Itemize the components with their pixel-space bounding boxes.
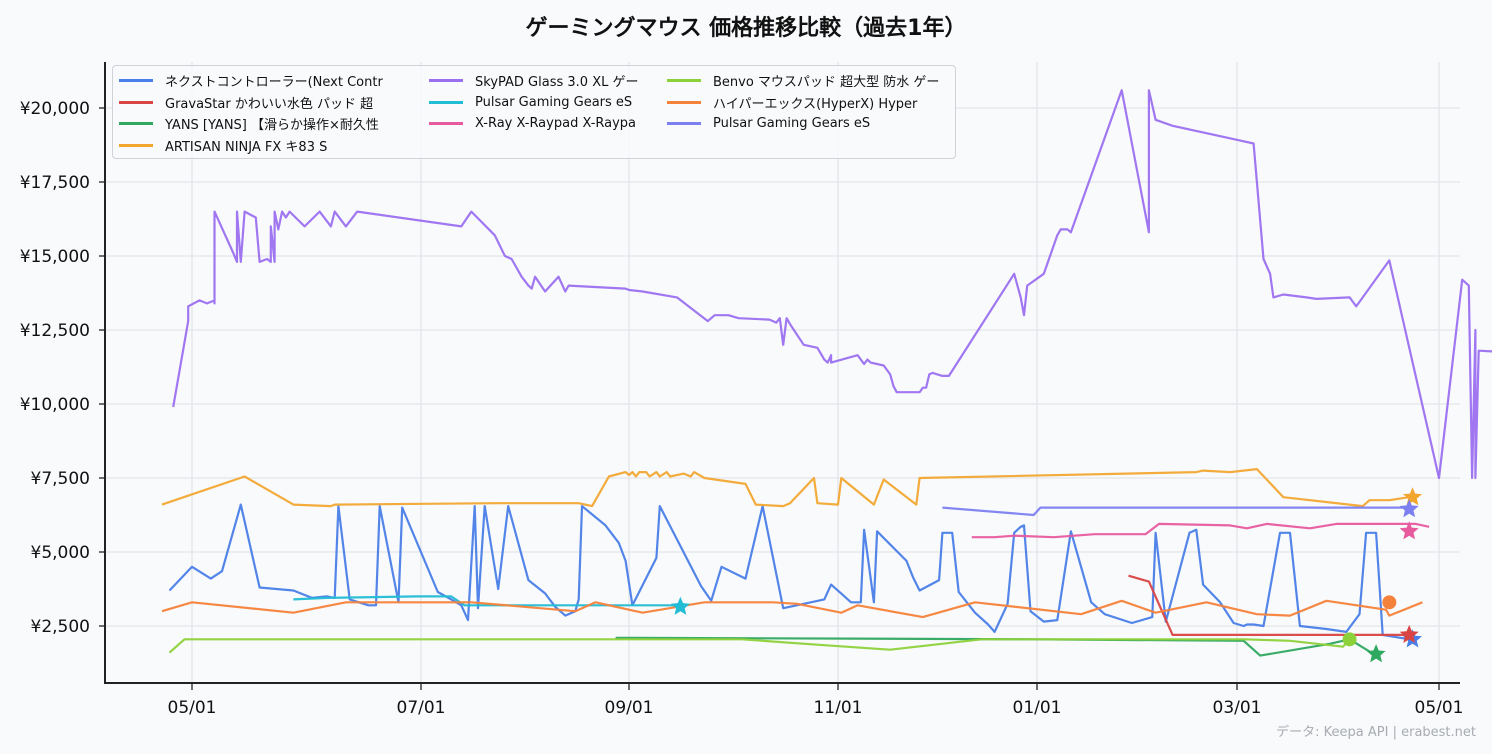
legend-label: ARTISAN NINJA FX キ83 S (165, 139, 328, 155)
legend-label: X-Ray X-Raypad X-Raypa (475, 116, 637, 132)
legend-item: X-Ray X-Raypad X-Raypa (423, 113, 638, 135)
x-axis-ticks: 05/01 07/01 09/01 11/01 01/01 03/01 05/01 (168, 683, 1464, 718)
axes (104, 62, 1460, 684)
y-tick-label: ¥7,500 (31, 469, 90, 489)
legend-column-3: Benvo マウスパッド 超大型 防水 ゲー ハイパーエックス(HyperX) … (661, 70, 939, 135)
source-note: データ: Keepa API | erabest.net (1276, 725, 1476, 740)
series-lines (161, 89, 1492, 657)
legend-swatch (119, 79, 153, 83)
chart-title: ゲーミングマウス 価格推移比較（過去1年） (525, 16, 967, 41)
legend-label: Pulsar Gaming Gears eS (475, 94, 633, 110)
y-tick-label: ¥20,000 (20, 99, 90, 119)
x-tick-label: 05/01 (1415, 698, 1464, 718)
x-tick-label: 09/01 (605, 698, 654, 718)
legend-label: Benvo マウスパッド 超大型 防水 ゲー (713, 75, 940, 91)
x-tick-label: 01/01 (1013, 698, 1062, 718)
legend-item: YANS [YANS] 【滑らか操作×耐久性 (113, 113, 383, 135)
legend-swatch (119, 100, 153, 104)
legend-swatch (429, 79, 463, 83)
legend-swatch (667, 122, 701, 126)
legend-item: Pulsar Gaming Gears eS (423, 92, 638, 114)
end-markers (670, 487, 1422, 663)
latest-price-star-marker (1366, 644, 1386, 663)
legend-label: ネクストコントローラー(Next Contr (165, 75, 383, 91)
legend-item: ハイパーエックス(HyperX) Hyper (661, 92, 939, 114)
legend-column-1: ネクストコントローラー(Next Contr GravaStar かわいい水色 … (113, 70, 383, 156)
legend-item: ARTISAN NINJA FX キ83 S (113, 135, 383, 157)
y-tick-label: ¥15,000 (20, 247, 90, 267)
x-tick-label: 07/01 (397, 698, 446, 718)
series-line (161, 468, 1410, 508)
legend-label: YANS [YANS] 【滑らか操作×耐久性 (165, 118, 379, 134)
latest-price-marker (1342, 632, 1357, 647)
series-line (161, 599, 1423, 619)
x-tick-label: 11/01 (814, 698, 863, 718)
legend: ネクストコントローラー(Next Contr GravaStar かわいい水色 … (112, 65, 956, 159)
y-axis-ticks: ¥2,500 ¥5,000 ¥7,500 ¥10,000 ¥12,500 ¥15,000 ¥… (20, 99, 105, 637)
series-line (293, 595, 681, 607)
series-line (971, 522, 1430, 539)
latest-price-star-marker (670, 596, 690, 615)
latest-price-star-marker (1399, 499, 1419, 518)
series-line (168, 503, 1410, 641)
legend-item: ネクストコントローラー(Next Contr (113, 70, 383, 92)
y-tick-label: ¥10,000 (20, 395, 90, 415)
legend-label: GravaStar かわいい水色 パッド 超 (165, 96, 374, 112)
y-tick-label: ¥5,000 (31, 543, 90, 563)
legend-label: Pulsar Gaming Gears eS (713, 116, 871, 132)
legend-swatch (119, 143, 153, 147)
latest-price-star-marker (1403, 487, 1422, 506)
x-tick-label: 05/01 (168, 698, 217, 718)
legend-swatch (667, 100, 701, 104)
latest-price-star-marker (1399, 521, 1419, 540)
legend-swatch (667, 79, 701, 83)
series-line (942, 506, 1410, 517)
legend-column-2: SkyPAD Glass 3.0 XL ゲー Pulsar Gaming Gea… (423, 70, 638, 135)
x-tick-label: 03/01 (1213, 698, 1262, 718)
latest-price-star-marker (1399, 624, 1419, 643)
legend-label: ハイパーエックス(HyperX) Hyper (713, 96, 918, 112)
latest-price-marker (1382, 595, 1397, 610)
legend-swatch (119, 122, 153, 126)
series-line (1128, 574, 1410, 637)
y-tick-label: ¥17,500 (20, 173, 90, 193)
legend-item: Pulsar Gaming Gears eS (661, 113, 939, 135)
series-line (172, 89, 1492, 480)
legend-swatch (429, 122, 463, 126)
legend-item: SkyPAD Glass 3.0 XL ゲー (423, 70, 638, 92)
legend-swatch (429, 100, 463, 104)
y-tick-label: ¥12,500 (20, 321, 90, 341)
legend-item: GravaStar かわいい水色 パッド 超 (113, 92, 383, 114)
y-tick-label: ¥2,500 (31, 617, 90, 637)
series-line (168, 638, 1351, 654)
legend-label: SkyPAD Glass 3.0 XL ゲー (475, 75, 639, 91)
legend-item: Benvo マウスパッド 超大型 防水 ゲー (661, 70, 939, 92)
